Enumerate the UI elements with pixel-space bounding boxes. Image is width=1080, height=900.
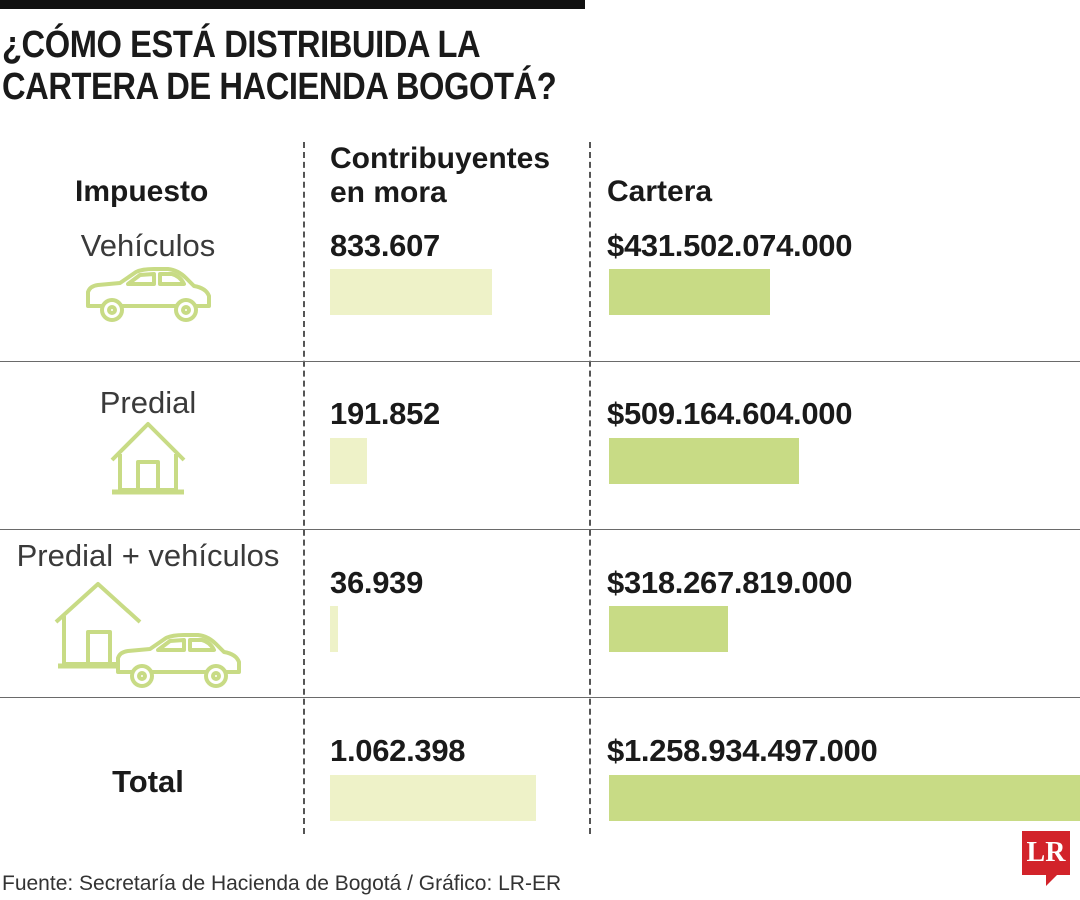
- row-3-cartera-bar: [609, 606, 728, 652]
- house-car-icon: [54, 582, 241, 688]
- column-header-impuesto: Impuesto: [75, 175, 209, 208]
- row-divider-1: [0, 361, 1080, 362]
- title-line-1: ¿CÓMO ESTÁ DISTRIBUIDA LA: [2, 24, 481, 66]
- row-2-cartera-bar: [609, 438, 799, 484]
- row-1-contribuyentes-value: 833.607: [330, 228, 440, 263]
- lr-logo-tail: [1046, 874, 1058, 886]
- row-3-contribuyentes-value: 36.939: [330, 565, 424, 600]
- row-divider-2: [0, 529, 1080, 530]
- column-divider-2: [589, 142, 591, 834]
- row-1-contribuyentes-bar: [330, 269, 492, 315]
- total-cartera-bar: [609, 775, 1080, 821]
- row-label-predial-vehiculos: Predial + vehículos: [16, 538, 280, 573]
- house-icon: [110, 422, 186, 495]
- column-header-cartera: Cartera: [607, 175, 713, 208]
- row-2-cartera-value: $509.164.604.000: [607, 396, 853, 431]
- title-line-2: CARTERA DE HACIENDA BOGOTÁ?: [2, 66, 557, 108]
- total-contribuyentes-bar: [330, 775, 536, 821]
- chart-title: ¿CÓMO ESTÁ DISTRIBUIDA LA CARTERA DE HAC…: [2, 24, 656, 108]
- row-3-cartera-value: $318.267.819.000: [607, 565, 853, 600]
- total-cartera-value: $1.258.934.497.000: [607, 733, 878, 768]
- row-1-cartera-bar: [609, 269, 770, 315]
- row-2-contribuyentes-value: 191.852: [330, 396, 440, 431]
- column-divider-1: [303, 142, 305, 834]
- row-divider-3: [0, 697, 1080, 698]
- source-note: Fuente: Secretaría de Hacienda de Bogotá…: [2, 872, 562, 895]
- total-contribuyentes-value: 1.062.398: [330, 733, 466, 768]
- column-header-contribuyentes: Contribuyentes en mora: [330, 142, 551, 209]
- row-label-predial: Predial: [99, 385, 197, 420]
- row-1-cartera-value: $431.502.074.000: [607, 228, 853, 263]
- total-label: Total: [112, 764, 184, 799]
- row-2-contribuyentes-bar: [330, 438, 367, 484]
- lr-logo: LR: [1022, 831, 1070, 875]
- row-label-vehiculos: Vehículos: [80, 228, 216, 263]
- row-3-contribuyentes-bar: [330, 606, 338, 652]
- car-icon: [86, 267, 211, 322]
- top-rule: [0, 0, 585, 9]
